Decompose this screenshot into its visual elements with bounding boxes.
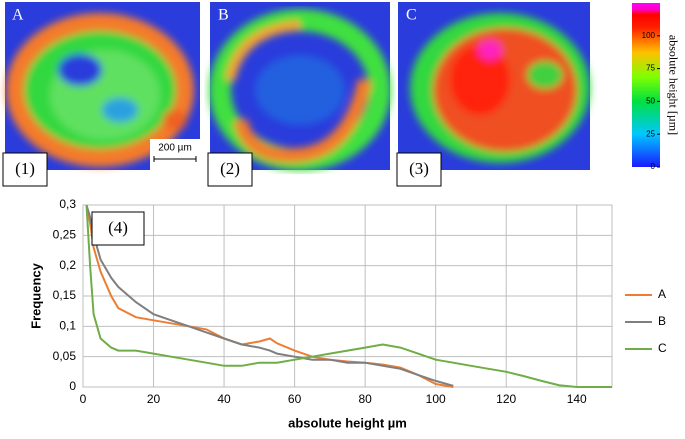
image-b bbox=[209, 2, 391, 171]
panel-number: (3) bbox=[409, 159, 429, 178]
legend-label: C bbox=[658, 341, 667, 355]
panel-number: (1) bbox=[15, 159, 35, 178]
y-tick-label: 0 bbox=[69, 379, 76, 393]
colorbar-tick-label: 75 bbox=[646, 64, 655, 73]
legend-label: A bbox=[658, 287, 666, 301]
panel-label-box bbox=[207, 152, 253, 187]
series-line bbox=[85, 204, 612, 388]
panel-label-box bbox=[396, 152, 442, 187]
y-tick-label: 0,1 bbox=[59, 319, 76, 333]
panel-label-box bbox=[91, 211, 145, 246]
colorbar-tick-label: 25 bbox=[646, 129, 655, 138]
x-tick-label: 120 bbox=[496, 392, 516, 406]
scale-bar bbox=[153, 156, 197, 162]
colorbar-label: absolute height [µm] bbox=[666, 35, 680, 135]
scale-bar-box bbox=[150, 139, 200, 170]
y-tick-label: 0,15 bbox=[53, 288, 77, 302]
colorbar-tick-label: 0 bbox=[651, 162, 656, 171]
series-line bbox=[85, 204, 454, 387]
panel-letter: B bbox=[218, 7, 229, 24]
panel-number: (2) bbox=[220, 159, 240, 178]
image-a bbox=[5, 2, 200, 170]
x-tick-label: 60 bbox=[288, 392, 302, 406]
y-tick-label: 0,25 bbox=[53, 228, 77, 242]
x-tick-label: 0 bbox=[80, 392, 87, 406]
image-c bbox=[398, 2, 590, 170]
panel-number: (4) bbox=[108, 218, 128, 237]
x-tick-label: 80 bbox=[358, 392, 372, 406]
x-tick-label: 20 bbox=[147, 392, 161, 406]
plot-frame bbox=[82, 204, 613, 388]
y-tick-label: 0,2 bbox=[59, 258, 76, 272]
panel-letter: A bbox=[12, 7, 24, 24]
x-tick-label: 100 bbox=[426, 392, 446, 406]
panel-label-box bbox=[2, 152, 48, 187]
legend-label: B bbox=[658, 314, 666, 328]
colorbar bbox=[632, 3, 660, 167]
panel-letter: C bbox=[406, 7, 417, 24]
y-axis-title: Frequency bbox=[28, 262, 43, 329]
y-tick-label: 0,3 bbox=[59, 197, 76, 211]
x-axis-title: absolute height µm bbox=[288, 415, 407, 430]
y-tick-label: 0,05 bbox=[53, 349, 77, 363]
scale-bar-label: 200 µm bbox=[158, 143, 192, 154]
colorbar-tick-label: 100 bbox=[642, 31, 656, 40]
colorbar-tick-label: 50 bbox=[646, 97, 655, 106]
x-tick-label: 40 bbox=[217, 392, 231, 406]
x-tick-label: 140 bbox=[567, 392, 587, 406]
